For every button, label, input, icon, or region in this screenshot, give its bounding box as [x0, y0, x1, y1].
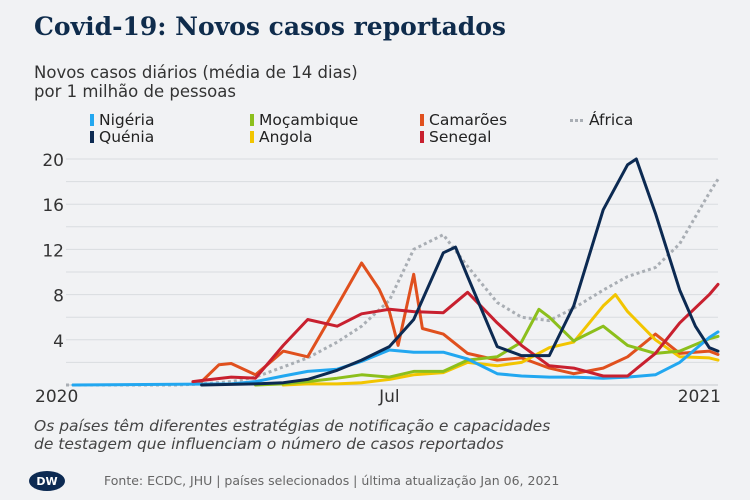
- legend-label: Nigéria: [99, 111, 155, 129]
- y-tick-label: 8: [53, 287, 64, 307]
- legend-swatch: [90, 114, 94, 126]
- series-line-quenia: [200, 157, 720, 387]
- y-tick-label: 4: [53, 332, 64, 352]
- subtitle-line-2: por 1 milhão de pessoas: [34, 82, 236, 101]
- series-line-senegal: [191, 282, 720, 384]
- x-tick-label: Jul: [378, 387, 400, 407]
- legend-swatch: [250, 114, 254, 126]
- note-line-2: de testagem que influenciam o número de …: [34, 435, 504, 453]
- legend-label: Camarões: [429, 111, 508, 129]
- legend-item: Nigéria: [90, 111, 154, 129]
- y-tick-label: 16: [42, 196, 64, 216]
- legend-item: Angola: [250, 128, 313, 146]
- svg-text:DW: DW: [36, 475, 57, 488]
- y-tick-label: 12: [42, 241, 64, 261]
- legend-label: Senegal: [429, 128, 492, 146]
- legend-item: Quénia: [90, 128, 154, 146]
- source-footer: Fonte: ECDC, JHU | países selecionados |…: [104, 473, 560, 488]
- chart-title: Covid-19: Novos casos reportados: [34, 12, 507, 41]
- legend-item: Camarões: [420, 111, 507, 129]
- note-line-1: Os países têm diferentes estratégias de …: [34, 417, 551, 435]
- legend-swatch: [250, 131, 254, 143]
- legend-label: África: [589, 111, 634, 129]
- legend-label: Angola: [259, 128, 313, 146]
- series-line-nigeria: [71, 330, 720, 387]
- legend-swatch: [420, 131, 424, 143]
- legend-swatch: [90, 131, 94, 143]
- legend-label: Moçambique: [259, 111, 359, 129]
- legend-swatch: [420, 114, 424, 126]
- subtitle-line-1: Novos casos diários (média de 14 dias): [34, 63, 358, 82]
- series-line-africa: [66, 178, 720, 387]
- dw-logo: DW: [29, 471, 65, 491]
- legend-swatch: [570, 118, 584, 122]
- legend-item: Senegal: [420, 128, 491, 146]
- legend-item: África: [570, 111, 633, 129]
- legend-label: Quénia: [99, 128, 155, 146]
- x-tick-label: 2021: [678, 387, 721, 407]
- series-line-mocambique: [254, 307, 720, 387]
- x-tick-label: 2020: [35, 387, 78, 407]
- series-line-angola: [281, 293, 720, 387]
- legend-item: Moçambique: [250, 111, 358, 129]
- y-tick-label: 20: [42, 151, 64, 171]
